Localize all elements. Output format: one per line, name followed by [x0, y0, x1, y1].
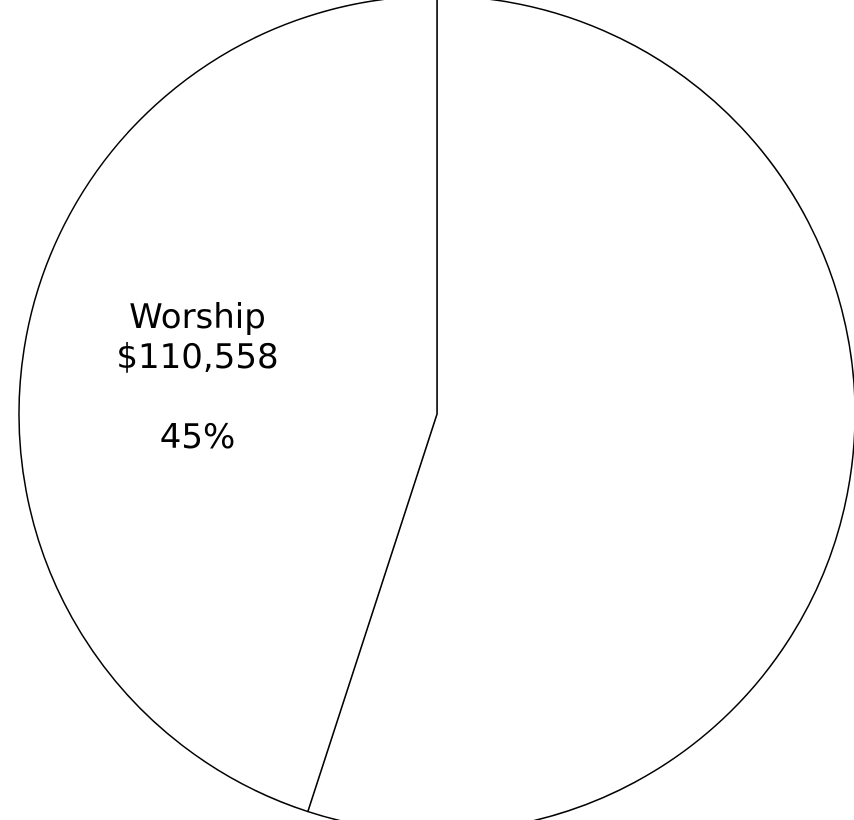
- slice-percent-label: 45%: [160, 417, 236, 457]
- pie-slices: [18, 0, 854, 820]
- slice-value-label: $110,558: [116, 337, 278, 377]
- pie-labels: Worship$110,558 45%: [116, 297, 278, 457]
- pie-slice-unlabeled-0: [307, 0, 854, 820]
- pie-slice-worship: [18, 0, 438, 813]
- slice-label-label: Worship: [129, 297, 266, 337]
